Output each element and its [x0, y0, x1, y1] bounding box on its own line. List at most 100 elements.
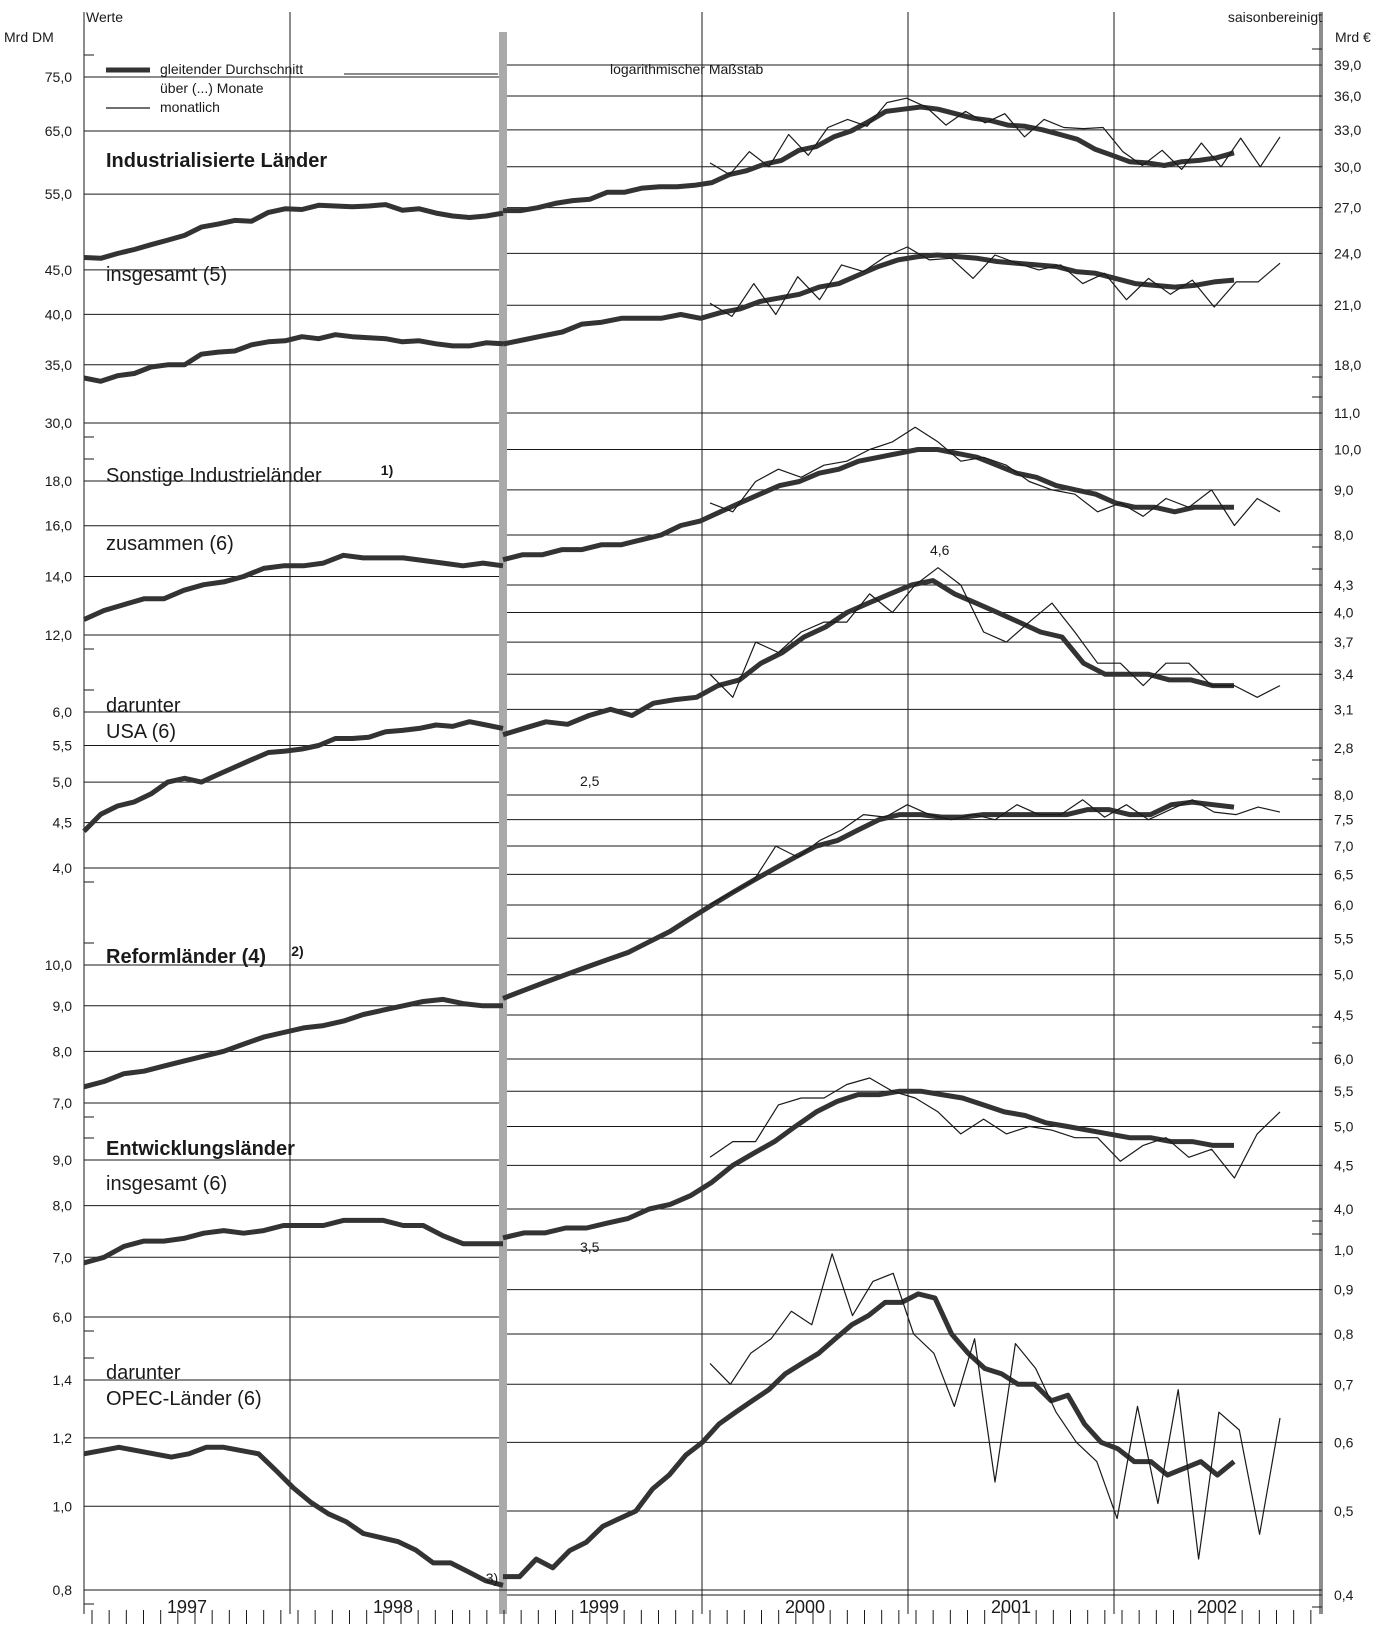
series-dm-ma — [83, 332, 504, 384]
tick-right: 4,0 — [1334, 604, 1354, 620]
tick-right: 24,0 — [1334, 245, 1361, 261]
panel-bracket-left — [83, 689, 94, 883]
panel-label: Sonstige Industrieländer — [106, 465, 322, 487]
tick-right: 0,6 — [1334, 1434, 1354, 1450]
tick-left: 7,0 — [53, 1249, 73, 1265]
offset-label: 3,5 — [580, 1239, 600, 1255]
series-eur-ma — [503, 1291, 1236, 1580]
tick-left: 75,0 — [45, 69, 72, 85]
tick-left: 55,0 — [45, 186, 72, 202]
series-dm-ma — [82, 719, 504, 834]
tick-left: 4,0 — [53, 860, 73, 876]
left-unit-label: Mrd DM — [4, 29, 54, 45]
tick-right: 30,0 — [1334, 159, 1361, 175]
tick-left: 4,5 — [53, 815, 73, 831]
panel-bracket-left — [83, 942, 94, 1118]
tick-left: 45,0 — [45, 262, 72, 278]
tick-right: 0,8 — [1334, 1326, 1354, 1342]
tick-right: 5,5 — [1334, 1083, 1354, 1099]
header-left-top: Werte — [86, 9, 123, 25]
tick-right: 7,5 — [1334, 812, 1354, 828]
panel-bracket-right — [1312, 396, 1323, 548]
year-label-1997: 1997 — [167, 1597, 207, 1617]
legend-ma-label: gleitender Durchschnitt — [160, 61, 303, 77]
tick-right: 6,5 — [1334, 866, 1354, 882]
tick-left: 6,0 — [53, 704, 73, 720]
tick-left: 8,0 — [53, 1043, 73, 1059]
tick-left: 16,0 — [45, 518, 72, 534]
tick-right: 5,5 — [1334, 930, 1354, 946]
tick-left: 9,0 — [53, 1152, 73, 1168]
series-eur-monthly — [709, 1253, 1281, 1560]
panel-label: insgesamt (5) — [106, 264, 227, 286]
series-eur-monthly — [709, 426, 1281, 527]
label-layer: 1997 1998 1999 2000 2001 2002 75,0 65,0 55,0 45,0… — [45, 57, 1362, 1617]
panel-bracket-right — [1312, 1233, 1323, 1608]
panel-bracket-left — [83, 1357, 94, 1605]
series-eur-ma — [502, 447, 1234, 563]
tick-right: 5,0 — [1334, 967, 1354, 983]
tick-right: 0,5 — [1334, 1503, 1354, 1519]
tick-right: 8,0 — [1334, 787, 1354, 803]
right-unit-label: Mrd € — [1335, 29, 1371, 45]
panel-bracket-left — [83, 1137, 94, 1332]
tick-left: 5,0 — [53, 774, 73, 790]
year-label-2002: 2002 — [1197, 1597, 1237, 1617]
tick-left: 14,0 — [45, 568, 72, 584]
tick-left: 9,0 — [53, 998, 73, 1014]
tick-left: 0,8 — [53, 1582, 73, 1598]
year-label-2000: 2000 — [785, 1597, 825, 1617]
panel-label: Industrialisierte Länder — [106, 150, 327, 172]
tick-right: 8,0 — [1334, 527, 1354, 543]
tick-right: 1,0 — [1334, 1242, 1354, 1258]
panel-label: darunter — [106, 695, 181, 717]
tick-left: 10,0 — [45, 957, 72, 973]
tick-right: 4,5 — [1334, 1007, 1354, 1023]
tick-right: 39,0 — [1334, 57, 1361, 73]
legend-monthly-label: monatlich — [160, 99, 220, 115]
legend: gleitender Durchschnitt über (...) Monat… — [106, 61, 498, 115]
series-eur-monthly — [709, 1077, 1281, 1179]
tick-left: 1,4 — [53, 1372, 73, 1388]
tick-right: 2,8 — [1334, 740, 1354, 756]
panel-label-sup: 2) — [291, 943, 303, 959]
panel-label: Reformländer (4) — [106, 946, 266, 968]
tick-right: 6,0 — [1334, 897, 1354, 913]
chart-frame — [83, 12, 1323, 1624]
tick-left: 8,0 — [53, 1198, 73, 1214]
panel-bracket-left — [83, 458, 94, 650]
tick-right: 11,0 — [1334, 405, 1360, 421]
euro-start-note: 3) — [486, 1570, 498, 1586]
series-dm-ma — [82, 552, 504, 622]
tick-left: 5,5 — [53, 737, 73, 753]
panel-label: zusammen (6) — [106, 533, 234, 555]
legend-ma-label-2: über (...) Monate — [160, 80, 264, 96]
tick-right: 0,4 — [1334, 1587, 1354, 1603]
tick-right: 36,0 — [1334, 88, 1361, 104]
year-label-2001: 2001 — [991, 1597, 1031, 1617]
tick-right: 21,0 — [1334, 297, 1361, 313]
tick-right: 3,1 — [1334, 701, 1354, 717]
scale-note: logarithmischer Maßstab — [610, 61, 763, 77]
panel-bracket-right — [1312, 1042, 1323, 1222]
offset-label: 4,6 — [930, 542, 950, 558]
tick-right: 0,9 — [1334, 1282, 1354, 1298]
tick-right: 18,0 — [1334, 357, 1361, 373]
tick-right: 3,4 — [1334, 666, 1354, 682]
series-eur-monthly — [709, 799, 1281, 906]
header-right-top: saisonbereinigt — [1228, 9, 1322, 25]
tick-right: 3,7 — [1334, 634, 1354, 650]
tick-right: 7,0 — [1334, 838, 1354, 854]
series-eur-monthly — [709, 246, 1281, 317]
tick-left: 65,0 — [45, 123, 72, 139]
tick-right: 27,0 — [1334, 200, 1361, 216]
gridlines — [84, 64, 1322, 1596]
panel-label: OPEC-Länder (6) — [106, 1388, 262, 1410]
series-layer — [82, 97, 1281, 1588]
tick-left: 18,0 — [45, 473, 72, 489]
tick-right: 0,7 — [1334, 1376, 1354, 1392]
series-eur-ma — [503, 104, 1235, 214]
series-dm-ma — [83, 1217, 503, 1266]
tick-left: 30,0 — [45, 415, 72, 431]
panel-bracket-right — [1312, 568, 1323, 761]
